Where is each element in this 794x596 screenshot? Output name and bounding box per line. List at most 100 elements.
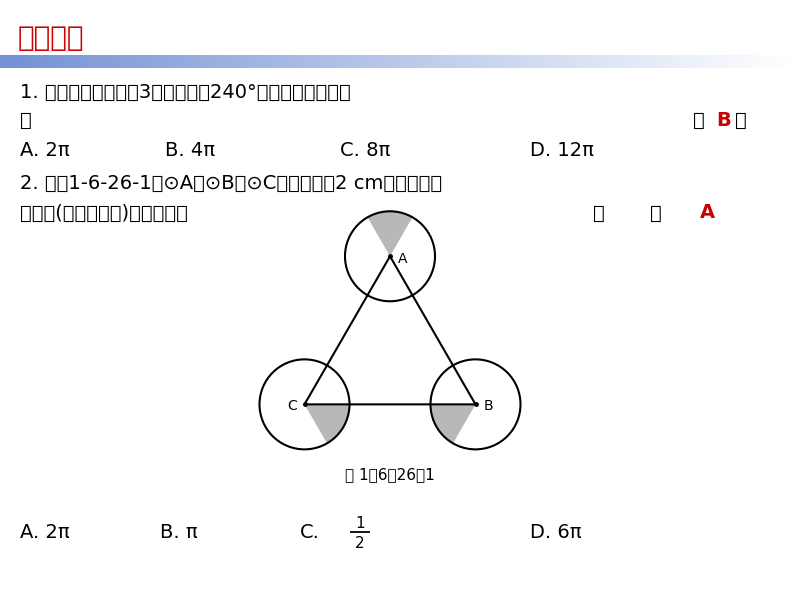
Bar bbox=[653, 55, 657, 68]
Bar bbox=[490, 55, 493, 68]
Bar bbox=[365, 55, 369, 68]
Bar bbox=[296, 55, 300, 68]
Bar bbox=[445, 55, 449, 68]
Bar bbox=[268, 55, 271, 68]
Bar bbox=[42, 55, 46, 68]
Bar bbox=[98, 55, 102, 68]
Bar bbox=[471, 55, 475, 68]
Bar bbox=[696, 55, 700, 68]
Bar bbox=[669, 55, 673, 68]
Bar bbox=[397, 55, 401, 68]
Bar bbox=[553, 55, 557, 68]
Bar bbox=[617, 55, 620, 68]
Bar bbox=[180, 55, 183, 68]
Bar bbox=[699, 55, 703, 68]
Bar bbox=[177, 55, 181, 68]
Bar bbox=[630, 55, 634, 68]
Bar bbox=[323, 55, 326, 68]
Bar bbox=[418, 55, 422, 68]
Bar bbox=[588, 55, 592, 68]
Bar bbox=[376, 55, 380, 68]
Bar bbox=[762, 55, 766, 68]
Bar bbox=[463, 55, 467, 68]
Bar bbox=[387, 55, 390, 68]
Bar bbox=[752, 55, 755, 68]
Bar bbox=[153, 55, 157, 68]
Bar bbox=[693, 55, 697, 68]
Text: 1: 1 bbox=[355, 516, 364, 530]
Bar bbox=[619, 55, 623, 68]
Bar bbox=[688, 55, 692, 68]
Bar bbox=[665, 55, 668, 68]
Bar bbox=[193, 55, 197, 68]
Bar bbox=[611, 55, 615, 68]
Bar bbox=[487, 55, 491, 68]
Bar bbox=[625, 55, 628, 68]
Bar bbox=[657, 55, 660, 68]
Bar bbox=[114, 55, 118, 68]
Bar bbox=[788, 55, 792, 68]
Bar bbox=[69, 55, 72, 68]
Bar bbox=[121, 55, 125, 68]
Bar bbox=[111, 55, 115, 68]
Bar bbox=[458, 55, 461, 68]
Bar bbox=[244, 55, 247, 68]
Bar bbox=[320, 55, 324, 68]
Bar bbox=[262, 55, 266, 68]
Bar bbox=[776, 55, 779, 68]
Bar bbox=[10, 55, 14, 68]
Bar bbox=[675, 55, 679, 68]
Bar bbox=[214, 55, 218, 68]
Text: （: （ bbox=[593, 203, 605, 222]
Bar bbox=[85, 55, 88, 68]
Bar bbox=[683, 55, 687, 68]
Bar bbox=[74, 55, 78, 68]
Bar bbox=[368, 55, 372, 68]
Bar bbox=[585, 55, 588, 68]
Bar bbox=[164, 55, 168, 68]
Bar bbox=[641, 55, 644, 68]
Bar bbox=[82, 55, 86, 68]
Bar bbox=[405, 55, 409, 68]
Bar bbox=[765, 55, 769, 68]
Bar bbox=[638, 55, 642, 68]
Bar bbox=[574, 55, 578, 68]
Bar bbox=[738, 55, 742, 68]
Bar bbox=[561, 55, 565, 68]
Text: 个扇形(即阴影部分)面积之和是: 个扇形(即阴影部分)面积之和是 bbox=[20, 203, 188, 222]
Text: B. π: B. π bbox=[160, 523, 198, 542]
Bar bbox=[283, 55, 287, 68]
Bar bbox=[442, 55, 445, 68]
Bar bbox=[315, 55, 318, 68]
Bar bbox=[677, 55, 681, 68]
Bar bbox=[167, 55, 171, 68]
Bar bbox=[601, 55, 604, 68]
Bar bbox=[339, 55, 342, 68]
Bar bbox=[133, 55, 136, 68]
Bar bbox=[26, 55, 30, 68]
Text: ）: ） bbox=[650, 203, 661, 222]
Bar bbox=[276, 55, 279, 68]
Text: D. 6π: D. 6π bbox=[530, 523, 582, 542]
Text: A. 2π: A. 2π bbox=[20, 523, 70, 542]
Bar bbox=[13, 55, 17, 68]
Text: C. 8π: C. 8π bbox=[340, 141, 391, 160]
Text: B: B bbox=[717, 110, 731, 129]
Bar bbox=[421, 55, 425, 68]
Bar bbox=[685, 55, 689, 68]
Bar bbox=[582, 55, 586, 68]
Bar bbox=[704, 55, 707, 68]
Bar bbox=[304, 55, 308, 68]
Text: （: （ bbox=[693, 110, 705, 129]
Bar bbox=[238, 55, 242, 68]
Bar bbox=[286, 55, 290, 68]
Bar bbox=[109, 55, 112, 68]
Bar bbox=[185, 55, 189, 68]
Bar bbox=[349, 55, 353, 68]
Bar bbox=[61, 55, 64, 68]
Bar bbox=[474, 55, 477, 68]
Bar bbox=[760, 55, 763, 68]
Bar bbox=[781, 55, 784, 68]
Bar bbox=[569, 55, 572, 68]
Bar bbox=[564, 55, 568, 68]
